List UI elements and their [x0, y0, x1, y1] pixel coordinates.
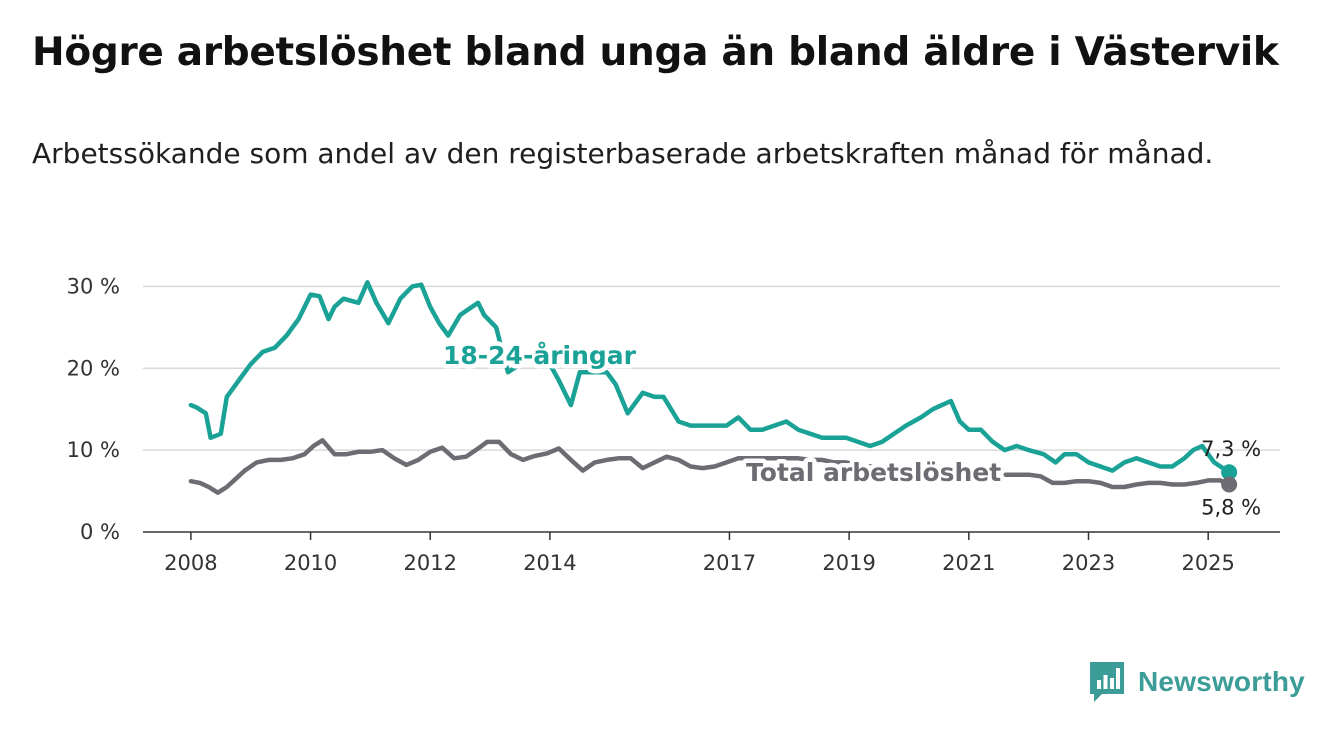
total-end-value-label: 5,8 %	[1201, 496, 1261, 520]
x-tick-label: 2021	[942, 551, 995, 575]
x-tick-label: 2010	[284, 551, 337, 575]
x-tick-label: 2023	[1062, 551, 1115, 575]
x-tick-label: 2017	[703, 551, 756, 575]
x-tick-label: 2019	[822, 551, 875, 575]
newsworthy-logo-icon	[1090, 662, 1124, 702]
total-end-point	[1221, 476, 1238, 493]
series-label-total: Total arbetslöshet	[746, 458, 1001, 487]
series-lines	[188, 280, 1238, 495]
youth-end-value-label: 7,3 %	[1201, 437, 1261, 461]
chart-subtitle: Arbetssökande som andel av den registerb…	[32, 137, 1214, 170]
x-tick-label: 2008	[164, 551, 217, 575]
x-tick-label: 2012	[404, 551, 457, 575]
x-tick-label: 2025	[1181, 551, 1234, 575]
series-labels: 18-24-åringar Total arbetslöshet 7,3 % 5,8 …	[439, 337, 1262, 520]
y-tick-label: 10 %	[67, 438, 120, 462]
series-youth-line	[188, 280, 1232, 475]
axes: 0 % 10 % 20 % 30 % 2008 2010 2012 2014 2017 2019 2…	[67, 274, 1280, 575]
series-total-line	[188, 438, 1232, 495]
brand-name: Newsworthy	[1138, 666, 1305, 697]
y-tick-label: 0 %	[80, 520, 120, 544]
chart-title: Högre arbetslöshet bland unga än bland ä…	[32, 30, 1279, 75]
youth-end-point	[1221, 464, 1238, 481]
series-label-youth: 18-24-åringar	[443, 341, 637, 370]
y-tick-label: 30 %	[67, 274, 120, 298]
x-tick-label: 2014	[523, 551, 576, 575]
brand-logo: Newsworthy	[1088, 660, 1305, 704]
y-tick-label: 20 %	[67, 356, 120, 380]
